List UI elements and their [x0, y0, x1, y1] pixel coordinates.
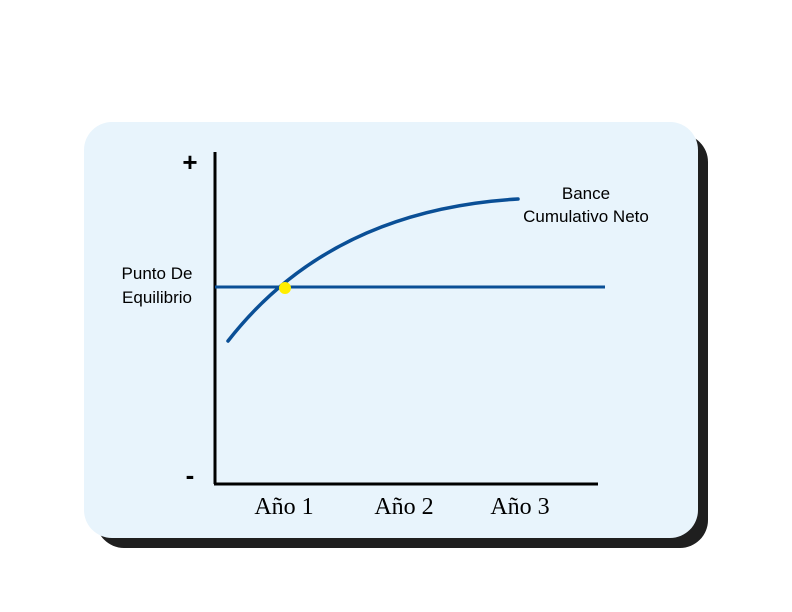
x-tick-label: Año 1: [254, 494, 313, 520]
breakeven-point-marker: [279, 282, 291, 294]
x-tick-label: Año 2: [374, 494, 433, 520]
breakeven-label-line1: Punto De: [122, 264, 193, 283]
y-axis-plus: +: [182, 147, 197, 177]
cumulative-curve: [226, 197, 520, 343]
curve-label-line1: Bance: [562, 184, 610, 203]
panel: [84, 122, 698, 538]
breakeven-label-line2: Equilibrio: [122, 288, 192, 307]
curve-label-line2: Cumulativo Neto: [523, 207, 649, 226]
y-axis-minus: -: [186, 460, 195, 490]
x-tick-label: Año 3: [490, 494, 549, 520]
